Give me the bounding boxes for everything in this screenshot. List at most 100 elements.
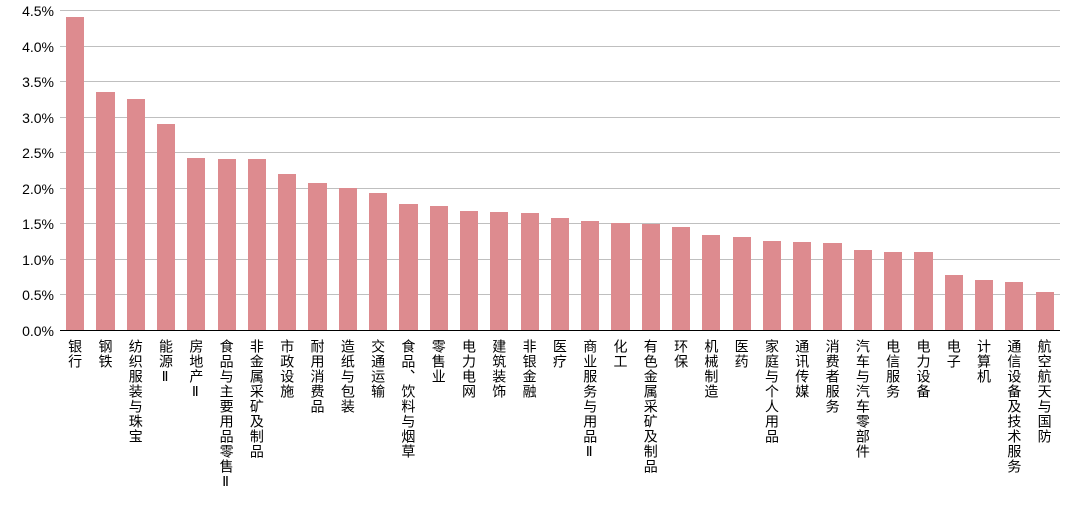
bars (60, 10, 1060, 330)
x-tick-slot: 交通运输 (363, 335, 393, 507)
x-tick-slot: 电力设备 (908, 335, 938, 507)
bar (975, 280, 993, 330)
y-tick-label: 1.5% (22, 216, 60, 232)
bar (884, 252, 902, 330)
x-tick-slot: 医药 (727, 335, 757, 507)
y-tick-label: 4.5% (22, 3, 60, 19)
bar-slot (575, 10, 605, 330)
x-tick-label: 医药 (735, 335, 749, 507)
x-tick-label: 有色金属采矿及制品 (644, 335, 658, 507)
x-tick-label: 通信设备及技术服务 (1007, 335, 1021, 507)
x-tick-label: 医疗 (553, 335, 567, 507)
bar-slot (272, 10, 302, 330)
bar-slot (757, 10, 787, 330)
y-tick-label: 1.0% (22, 252, 60, 268)
bar (521, 213, 539, 330)
bar (945, 275, 963, 330)
x-tick-slot: 造纸与包装 (333, 335, 363, 507)
x-tick-label: 交通运输 (371, 335, 385, 507)
x-tick-label: 能源Ⅱ (159, 335, 173, 507)
bar (733, 237, 751, 330)
bar-slot (727, 10, 757, 330)
x-tick-label: 电子 (947, 335, 961, 507)
x-tick-label: 电力设备 (916, 335, 930, 507)
bar-slot (878, 10, 908, 330)
x-tick-label: 通讯传媒 (795, 335, 809, 507)
x-tick-slot: 家庭与个人用品 (757, 335, 787, 507)
bar (854, 250, 872, 330)
x-tick-slot: 电力电网 (454, 335, 484, 507)
x-tick-label: 钢铁 (98, 335, 112, 507)
x-tick-slot: 通信设备及技术服务 (999, 335, 1029, 507)
x-tick-slot: 非银金融 (514, 335, 544, 507)
bar-slot (545, 10, 575, 330)
y-tick-label: 0.0% (22, 323, 60, 339)
bar (278, 174, 296, 330)
bar-slot (939, 10, 969, 330)
x-tick-slot: 食品、饮料与烟草 (393, 335, 423, 507)
bar-slot (636, 10, 666, 330)
bar-slot (908, 10, 938, 330)
x-tick-slot: 环保 (666, 335, 696, 507)
bar-slot (333, 10, 363, 330)
x-tick-label: 建筑装饰 (492, 335, 506, 507)
x-tick-label: 电信服务 (886, 335, 900, 507)
x-tick-slot: 商业服务与用品Ⅱ (575, 335, 605, 507)
x-tick-slot: 机械制造 (696, 335, 726, 507)
bar-slot (999, 10, 1029, 330)
bar (763, 241, 781, 330)
y-tick-label: 0.5% (22, 287, 60, 303)
x-tick-slot: 房地产Ⅱ (181, 335, 211, 507)
bar-slot (60, 10, 90, 330)
x-tick-label: 纺织服装与珠宝 (129, 335, 143, 507)
x-tick-slot: 航空航天与国防 (1030, 335, 1060, 507)
bar-slot (90, 10, 120, 330)
bar (460, 211, 478, 330)
x-tick-label: 食品与主要用品零售Ⅱ (220, 335, 234, 507)
bar-slot (151, 10, 181, 330)
bar-slot (393, 10, 423, 330)
gridline: 0.0% (60, 330, 1060, 331)
bar-slot (514, 10, 544, 330)
bar (187, 158, 205, 330)
x-axis-labels: 银行钢铁纺织服装与珠宝能源Ⅱ房地产Ⅱ食品与主要用品零售Ⅱ非金属采矿及制品市政设施… (60, 335, 1060, 507)
x-tick-slot: 电信服务 (878, 335, 908, 507)
bar (551, 218, 569, 330)
x-tick-label: 电力电网 (462, 335, 476, 507)
x-tick-label: 商业服务与用品Ⅱ (583, 335, 597, 507)
bar (1005, 282, 1023, 330)
bar-slot (848, 10, 878, 330)
bar (642, 224, 660, 330)
x-tick-slot: 医疗 (545, 335, 575, 507)
y-tick-label: 2.0% (22, 181, 60, 197)
chart-container: 0.0%0.5%1.0%1.5%2.0%2.5%3.0%3.5%4.0%4.5%… (0, 0, 1080, 517)
bar (672, 227, 690, 330)
x-tick-label: 化工 (613, 335, 627, 507)
bar (793, 242, 811, 330)
bar-slot (363, 10, 393, 330)
y-tick-label: 4.0% (22, 39, 60, 55)
bar (581, 221, 599, 330)
x-tick-slot: 市政设施 (272, 335, 302, 507)
x-tick-label: 航空航天与国防 (1038, 335, 1052, 507)
bar-slot (242, 10, 272, 330)
bar-slot (787, 10, 817, 330)
y-tick-label: 3.5% (22, 74, 60, 90)
x-tick-label: 机械制造 (704, 335, 718, 507)
x-tick-label: 汽车与汽车零部件 (856, 335, 870, 507)
bar-slot (817, 10, 847, 330)
x-tick-slot: 建筑装饰 (484, 335, 514, 507)
bar (218, 159, 236, 330)
bar-slot (454, 10, 484, 330)
bar (914, 252, 932, 330)
bar (339, 188, 357, 330)
x-tick-slot: 耐用消费品 (302, 335, 332, 507)
x-tick-label: 非银金融 (523, 335, 537, 507)
bar-slot (605, 10, 635, 330)
x-tick-label: 食品、饮料与烟草 (401, 335, 415, 507)
x-tick-slot: 汽车与汽车零部件 (848, 335, 878, 507)
x-tick-slot: 零售业 (424, 335, 454, 507)
x-tick-slot: 计算机 (969, 335, 999, 507)
x-tick-slot: 有色金属采矿及制品 (636, 335, 666, 507)
bar (490, 212, 508, 330)
